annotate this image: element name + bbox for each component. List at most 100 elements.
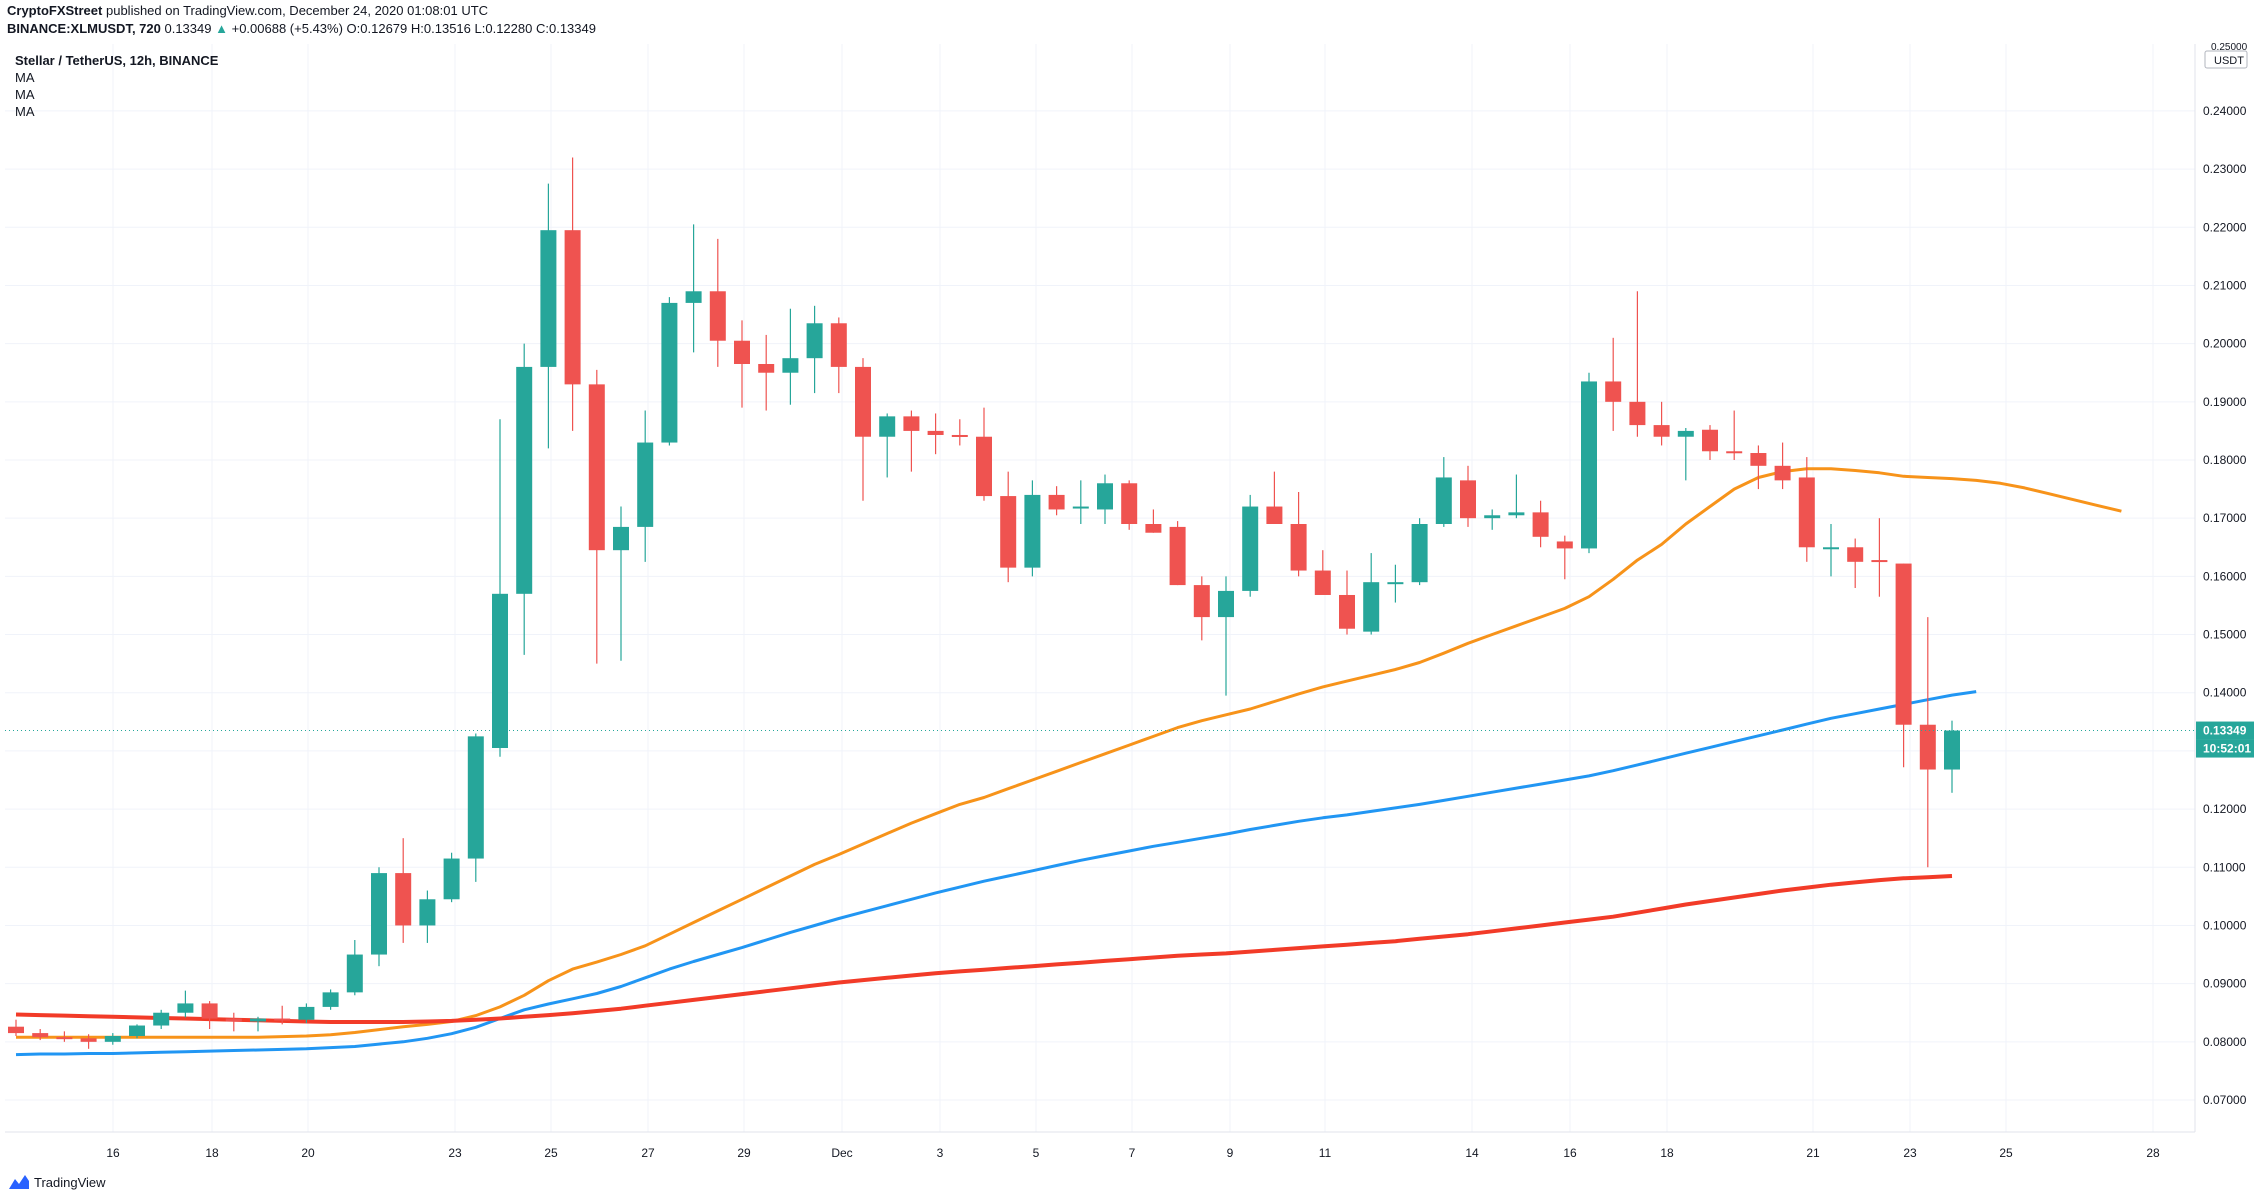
y-tick-label: 0.07000: [2203, 1093, 2247, 1107]
candle: [1169, 521, 1186, 586]
candle: [1145, 509, 1162, 533]
candle-body: [1387, 582, 1404, 585]
candle: [201, 1001, 218, 1030]
candle: [709, 238, 726, 367]
candle: [153, 1009, 170, 1030]
candle-body: [564, 230, 581, 385]
x-tick-label: 5: [1033, 1146, 1040, 1160]
candle-body: [1871, 560, 1888, 563]
candle-body: [467, 736, 484, 859]
candle: [177, 990, 194, 1018]
candle: [951, 419, 968, 446]
candle-body: [685, 291, 702, 303]
candle: [830, 317, 847, 394]
candle-body: [346, 954, 363, 993]
candle-body: [709, 291, 726, 341]
y-tick-label: 0.20000: [2203, 337, 2247, 351]
candle: [1242, 494, 1259, 597]
candle: [104, 1033, 121, 1045]
y-tick-label: 0.24000: [2203, 104, 2247, 118]
y-tick-label: 0.14000: [2203, 686, 2247, 700]
candle-body: [1121, 483, 1138, 524]
candle-body: [613, 526, 629, 551]
candle-body: [1266, 506, 1283, 524]
candle-body: [540, 230, 557, 367]
candle-body: [1605, 381, 1622, 402]
ma-legend-2[interactable]: MA: [15, 87, 35, 102]
candle: [806, 305, 823, 394]
x-tick-label: 21: [1806, 1146, 1820, 1160]
candle-body: [879, 416, 896, 437]
candle-body: [1532, 512, 1549, 537]
ma-legend-3[interactable]: MA: [15, 104, 35, 119]
publish-text: published on TradingView.com, December 2…: [105, 3, 489, 18]
y-tick-label: 0.17000: [2203, 511, 2247, 525]
candle: [1702, 425, 1718, 460]
candle-body: [419, 899, 436, 926]
candle-body: [371, 873, 387, 955]
candle: [734, 320, 750, 408]
candle: [903, 410, 920, 472]
y-unit-label: USDT: [2214, 55, 2244, 67]
y-tick-label: 0.10000: [2203, 918, 2247, 932]
candle-body: [1895, 563, 1912, 725]
candle: [564, 157, 581, 431]
x-tick-label: 18: [1660, 1146, 1674, 1160]
candle-body: [80, 1038, 97, 1042]
candle-body: [1653, 425, 1670, 437]
candle: [1460, 465, 1476, 527]
candle: [1218, 576, 1234, 696]
publisher-name: CryptoFXStreet: [7, 3, 103, 18]
x-tick-label: 25: [1999, 1146, 2013, 1160]
x-tick-label: 16: [1563, 1146, 1577, 1160]
candle-body: [1556, 541, 1573, 549]
candle: [250, 1016, 266, 1032]
candle: [1387, 564, 1404, 603]
candle: [80, 1034, 97, 1049]
candle-body: [516, 366, 533, 594]
candle-body: [1726, 451, 1743, 454]
candle: [56, 1031, 73, 1042]
x-tick-label: Dec: [831, 1146, 852, 1160]
y-top-tick-label: 0.25000: [2211, 42, 2248, 53]
candle: [1411, 518, 1428, 586]
candle-body: [8, 1026, 24, 1034]
candle-body: [1774, 465, 1791, 481]
tradingview-branding[interactable]: TradingView: [8, 1174, 106, 1190]
x-tick-label: 9: [1227, 1146, 1234, 1160]
candle-body: [250, 1018, 266, 1022]
publish-info: CryptoFXStreet published on TradingView.…: [7, 3, 488, 19]
countdown-badge: [2196, 739, 2254, 758]
candle-body: [1460, 480, 1476, 519]
candle-body: [443, 858, 460, 900]
candle: [588, 369, 605, 664]
candle: [1726, 410, 1743, 460]
candle-body: [201, 1003, 218, 1019]
candle: [32, 1029, 49, 1041]
candle-body: [1919, 724, 1936, 770]
candle: [371, 867, 387, 967]
candle-body: [1823, 547, 1839, 550]
x-tick-label: 25: [544, 1146, 558, 1160]
change-up-icon: ▲: [215, 21, 228, 36]
candle-body: [177, 1003, 194, 1013]
candle-body: [1411, 524, 1428, 583]
candle: [1532, 500, 1549, 548]
y-tick-label: 0.11000: [2203, 860, 2246, 874]
candle-body: [855, 366, 871, 437]
candle-body: [1048, 494, 1065, 510]
candle-body: [1677, 430, 1694, 437]
candle: [8, 1019, 24, 1036]
candle: [1847, 538, 1864, 588]
candle-body: [153, 1012, 170, 1026]
candle: [1121, 480, 1138, 530]
ma-legend-1[interactable]: MA: [15, 70, 35, 85]
y-tick-label: 0.09000: [2203, 977, 2247, 991]
x-tick-label: 7: [1129, 1146, 1136, 1160]
candle: [129, 1024, 145, 1039]
x-tick-label: 23: [1903, 1146, 1917, 1160]
candle: [298, 1003, 315, 1024]
x-tick-label: 16: [106, 1146, 120, 1160]
candle-body: [1290, 524, 1307, 571]
